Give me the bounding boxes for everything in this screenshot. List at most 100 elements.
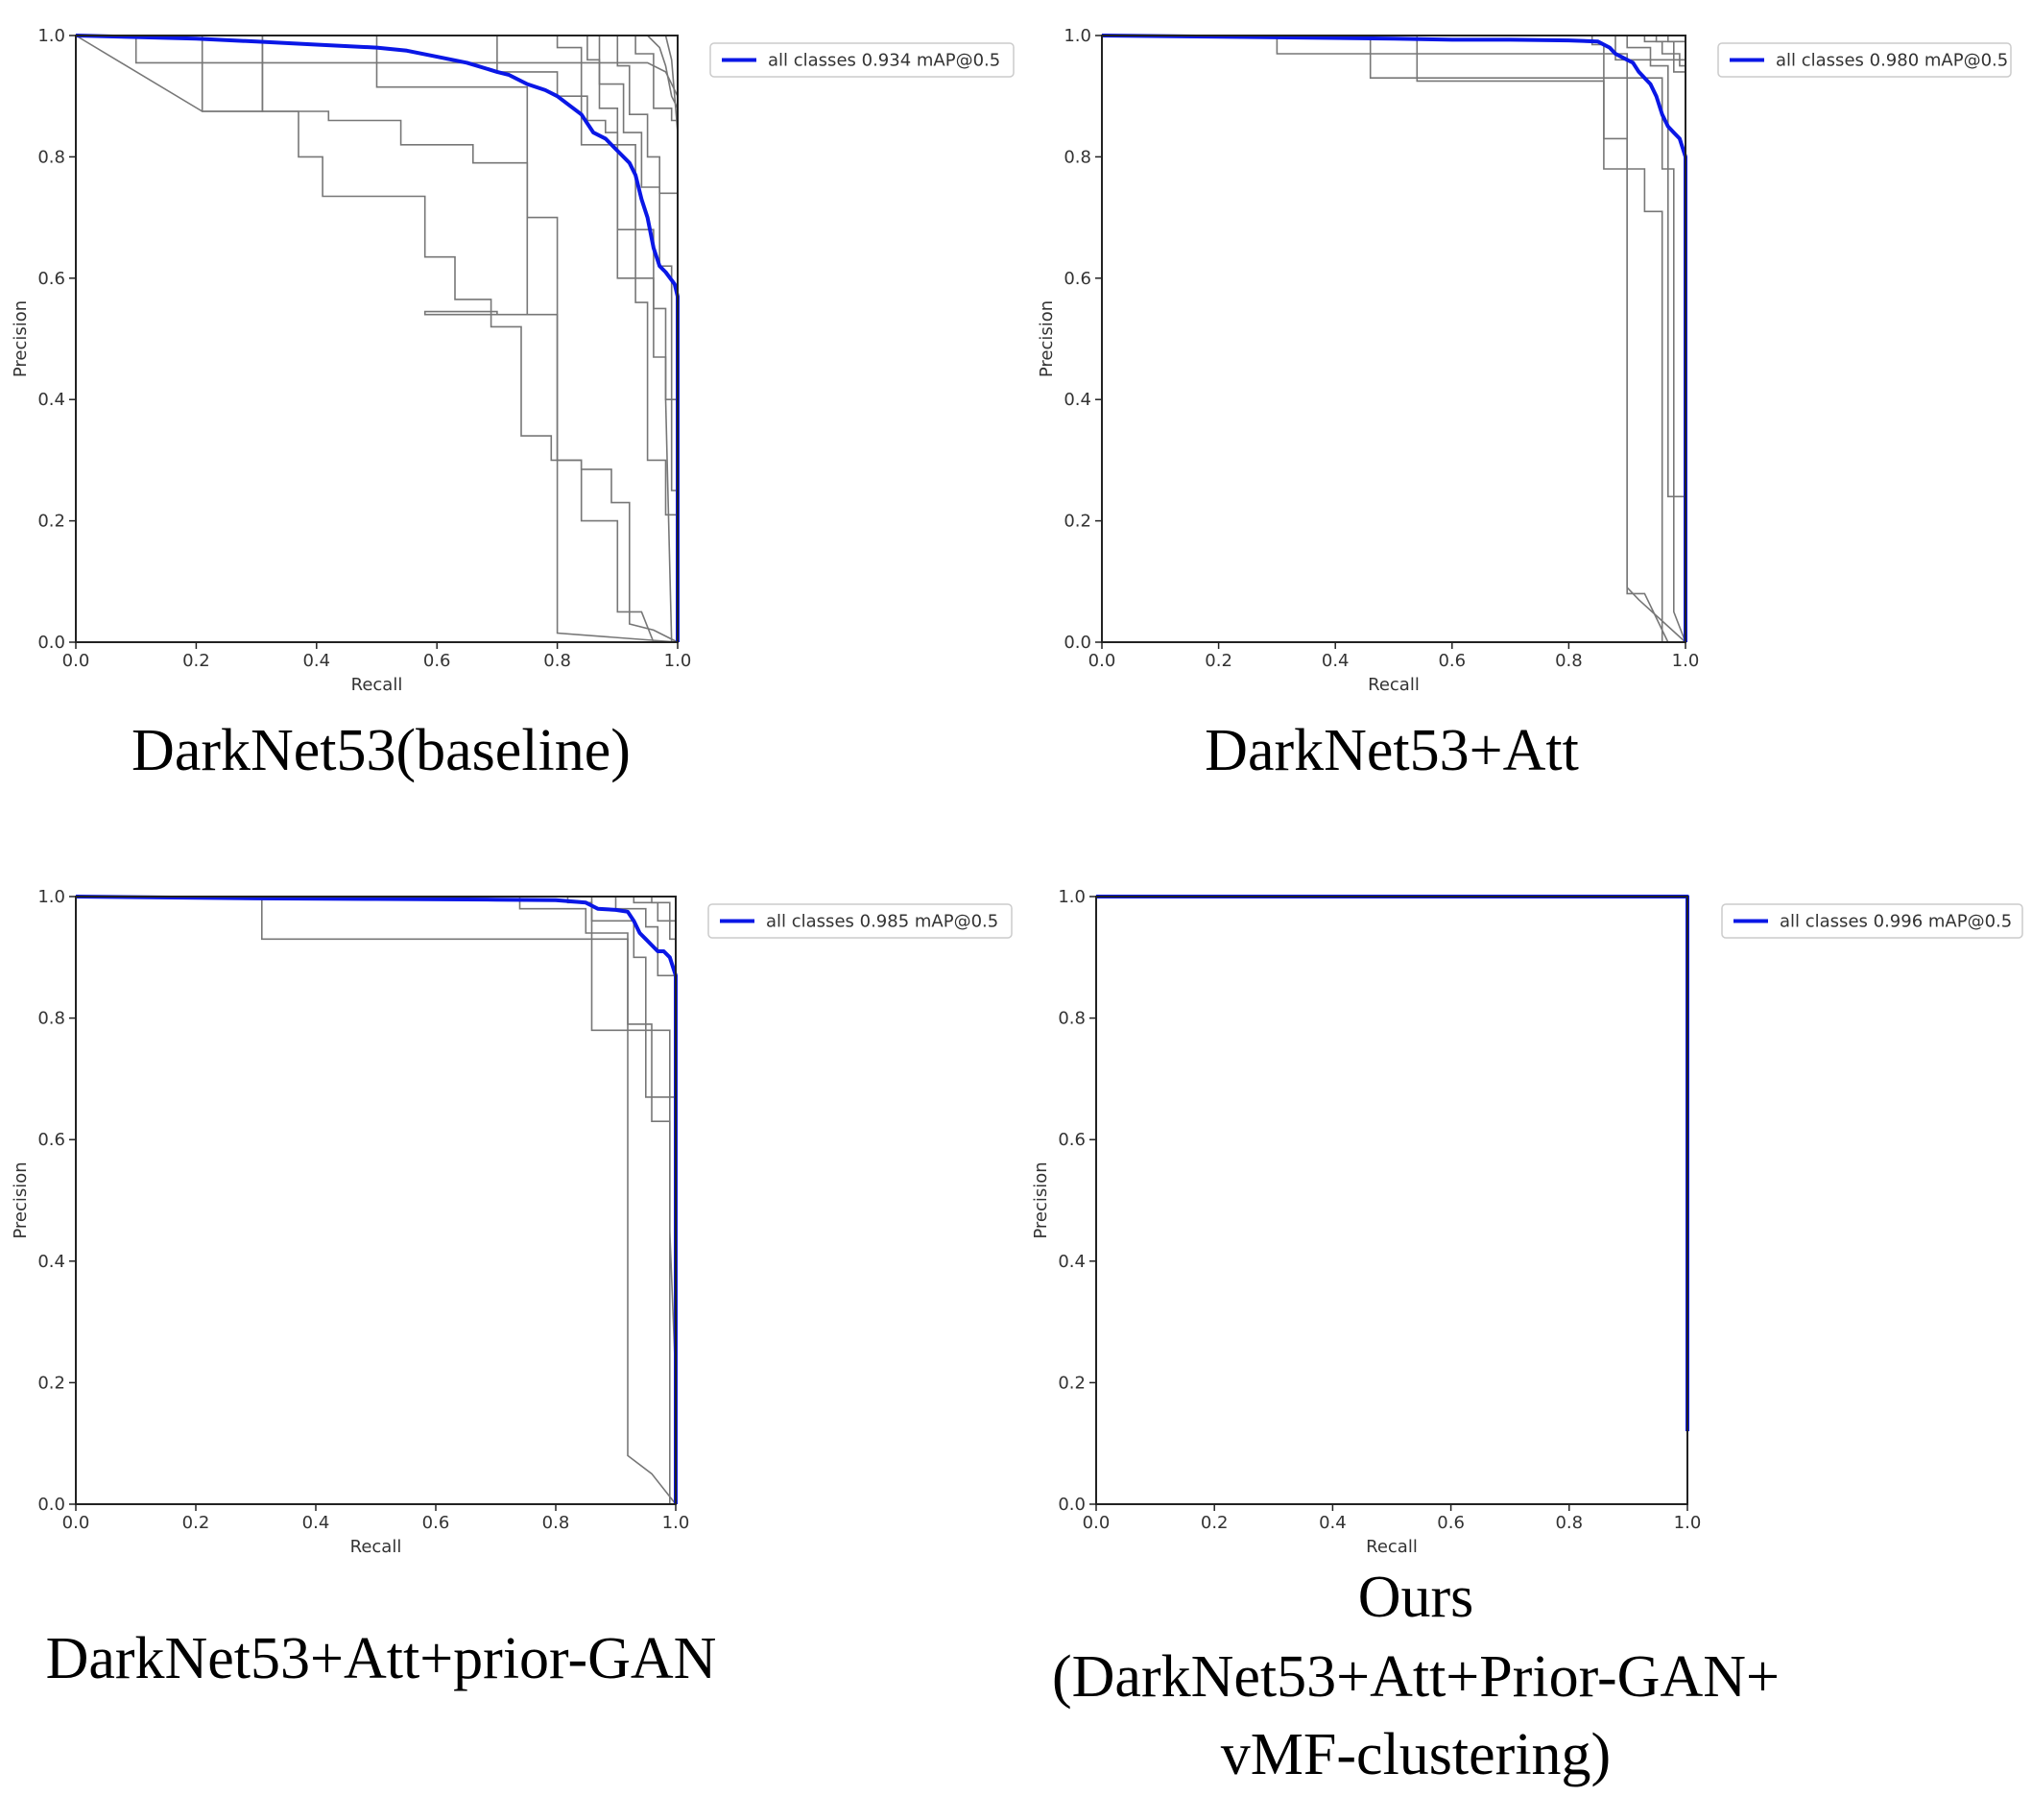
x-tick-label: 0.0 (1088, 651, 1116, 671)
x-tick-label: 0.6 (1438, 651, 1466, 671)
legend-box (1721, 903, 2023, 939)
x-tick-label: 0.6 (1437, 1513, 1465, 1533)
legend-box (709, 42, 1015, 78)
y-axis-label: Precision (1037, 300, 1057, 377)
chart-caption: (DarkNet53+Att+Prior-GAN+ (1052, 1644, 1780, 1710)
chart-caption: DarkNet53(baseline) (131, 718, 631, 783)
y-tick-label: 0.0 (37, 633, 65, 653)
class-curve-1 (1102, 35, 1686, 509)
x-tick-label: 0.0 (62, 651, 90, 671)
class-curve-10 (616, 36, 679, 400)
legend: all classes 0.934 mAP@0.5 (709, 42, 1015, 78)
class-curve-5 (375, 36, 679, 643)
x-tick-label: 0.4 (302, 1513, 330, 1533)
class-curve-5 (1614, 36, 1686, 643)
chart-panel-3: 0.0 0.2 0.4 0.6 0.8 1.0 0.0 0.2 0.4 0.6 0.8 1.0 Reca… (11, 887, 1013, 1691)
x-tick-label: 0.8 (1555, 1513, 1583, 1533)
x-tick-label: 0.0 (62, 1513, 90, 1533)
x-tick-label: 0.8 (542, 1513, 570, 1533)
class-curve-8 (586, 36, 679, 642)
class-curve-7 (651, 897, 676, 941)
legend-label: all classes 0.985 mAP@0.5 (766, 912, 998, 932)
class-curve-6 (1626, 36, 1685, 498)
all-classes-curve (75, 34, 680, 642)
y-axis-label: Precision (11, 1161, 31, 1238)
legend-label: all classes 0.934 mAP@0.5 (768, 51, 1000, 71)
x-tick-label: 0.2 (1205, 651, 1232, 671)
chart-caption: DarkNet53+Att (1205, 718, 1579, 783)
class-curve-3 (566, 897, 677, 1383)
y-tick-label: 1.0 (37, 26, 65, 46)
class-curve-4 (261, 36, 678, 643)
y-tick-label: 0.8 (1058, 1009, 1086, 1029)
legend-box (707, 903, 1013, 939)
class-curve-4 (590, 897, 677, 1474)
y-tick-label: 0.4 (37, 1252, 65, 1272)
legend: all classes 0.980 mAP@0.5 (1717, 42, 2012, 78)
all-classes-curve (1101, 34, 1687, 642)
y-tick-label: 0.6 (37, 269, 65, 289)
legend: all classes 0.996 mAP@0.5 (1721, 903, 2023, 939)
y-tick-label: 0.2 (1064, 512, 1091, 532)
chart-caption: vMF-clustering) (1221, 1722, 1611, 1787)
y-tick-label: 0.4 (37, 390, 65, 410)
class-curve-1 (76, 896, 677, 1505)
x-axis-label: Recall (350, 1537, 402, 1557)
y-tick-label: 0.8 (37, 1009, 65, 1029)
class-curve-3 (75, 35, 679, 643)
y-tick-label: 0.4 (1058, 1252, 1086, 1272)
y-tick-label: 1.0 (1058, 887, 1086, 907)
plot-frame (75, 35, 679, 643)
legend-label: all classes 0.980 mAP@0.5 (1776, 51, 2008, 71)
legend-label: all classes 0.996 mAP@0.5 (1780, 912, 2012, 932)
y-tick-label: 1.0 (37, 887, 65, 907)
x-axis-label: Recall (351, 675, 403, 695)
legend: all classes 0.985 mAP@0.5 (707, 903, 1013, 939)
class-curve-4 (1590, 36, 1686, 643)
x-tick-label: 0.6 (423, 651, 451, 671)
y-tick-label: 0.2 (37, 512, 65, 532)
x-tick-label: 0.8 (543, 651, 571, 671)
y-tick-label: 0.6 (37, 1130, 65, 1150)
x-tick-label: 0.0 (1083, 1513, 1111, 1533)
y-tick-label: 0.2 (37, 1373, 65, 1393)
x-tick-label: 1.0 (1672, 651, 1700, 671)
x-tick-label: 0.2 (182, 1513, 210, 1533)
y-tick-label: 0.8 (37, 147, 65, 167)
y-tick-label: 0.2 (1058, 1373, 1086, 1393)
chart-panel-1: 0.0 0.2 0.4 0.6 0.8 1.0 0.0 0.2 0.4 0.6 0.8 1.0 Reca… (11, 26, 1015, 783)
legend-box (1717, 42, 2012, 78)
y-tick-label: 0.6 (1064, 269, 1091, 289)
x-tick-label: 1.0 (664, 651, 692, 671)
class-curve-2 (1369, 36, 1685, 643)
y-tick-label: 0.0 (1064, 633, 1091, 653)
y-tick-label: 0.6 (1058, 1130, 1086, 1150)
all-classes-curve (1096, 895, 1689, 1431)
y-tick-label: 0.4 (1064, 390, 1091, 410)
all-classes-curve (75, 895, 678, 1504)
class-curve-2 (518, 897, 676, 1505)
y-tick-label: 1.0 (1064, 26, 1091, 46)
class-curve-7 (1643, 36, 1686, 582)
chart-caption: Ours (1358, 1565, 1474, 1630)
x-tick-label: 0.2 (1201, 1513, 1229, 1533)
chart-panel-2: 0.0 0.2 0.4 0.6 0.8 1.0 0.0 0.2 0.4 0.6 0.8 1.0 Reca… (1037, 26, 2012, 783)
x-axis-label: Recall (1368, 675, 1420, 695)
x-tick-label: 0.4 (1322, 651, 1350, 671)
y-tick-label: 0.0 (37, 1495, 65, 1515)
x-tick-label: 0.4 (302, 651, 330, 671)
x-tick-label: 0.8 (1555, 651, 1583, 671)
y-tick-label: 0.8 (1064, 147, 1091, 167)
class-curve-9 (598, 36, 673, 643)
class-curve-3 (1416, 36, 1669, 643)
class-curve-7 (556, 36, 679, 642)
x-tick-label: 1.0 (662, 1513, 690, 1533)
class-curve-12 (647, 35, 679, 218)
x-tick-label: 0.2 (182, 651, 210, 671)
x-tick-label: 0.6 (422, 1513, 450, 1533)
y-axis-label: Precision (11, 300, 31, 377)
plot-frame (1101, 35, 1686, 643)
y-axis-label: Precision (1031, 1161, 1051, 1238)
plot-frame (1095, 896, 1688, 1505)
